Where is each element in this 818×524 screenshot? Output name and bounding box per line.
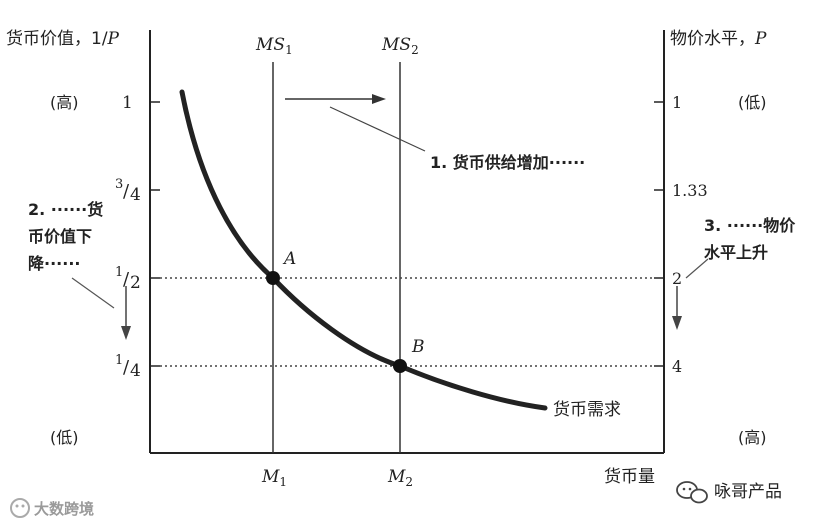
right-tick-label-2: 2 bbox=[672, 269, 682, 288]
left-tick-label-3-4-slash: / bbox=[123, 181, 130, 202]
annotation-2-leader bbox=[71, 277, 115, 309]
point-b-label: B bbox=[411, 337, 425, 357]
left-low-label: (低) bbox=[50, 428, 79, 447]
ms2-label: MS2 bbox=[381, 35, 419, 57]
watermark-logo-icon bbox=[10, 498, 30, 518]
left-axis-title: 货币价值，1/P bbox=[6, 29, 120, 49]
left-tick-label-1-2-den: 2 bbox=[130, 273, 141, 293]
left-tick-label-1-2-slash: / bbox=[123, 269, 130, 290]
right-tick-label-1: 1 bbox=[672, 93, 682, 112]
left-high-label: (高) bbox=[50, 93, 79, 112]
right-axis-title: 物价水平，P bbox=[670, 29, 767, 49]
right-low-label: (低) bbox=[738, 93, 767, 112]
money-demand-curve bbox=[179, 89, 548, 411]
left-tick-label-3-4-num: 3 bbox=[115, 177, 123, 192]
right-high-label: (高) bbox=[738, 428, 767, 447]
supply-shift-arrowhead bbox=[372, 94, 386, 104]
annotation-1-text: 1. 货币供给增加······ bbox=[430, 153, 585, 172]
annotation-3-leader bbox=[685, 258, 709, 279]
price-up-arrowhead bbox=[672, 316, 682, 330]
annotation-1-leader bbox=[329, 106, 426, 152]
left-tick-label-3-4-den: 4 bbox=[130, 185, 141, 205]
annotation-3-line1: 3. ······物价 bbox=[704, 216, 796, 235]
m2-label: M2 bbox=[387, 467, 413, 489]
annotation-2-line3: 降······ bbox=[28, 254, 80, 273]
m1-label: M1 bbox=[261, 467, 287, 489]
annotation-2-line2: 币价值下 bbox=[28, 227, 92, 246]
demand-curve-label: 货币需求 bbox=[553, 400, 621, 420]
right-tick-label-1-33: 1.33 bbox=[672, 181, 708, 200]
point-a-dot bbox=[266, 271, 280, 285]
ms1-label: MS1 bbox=[255, 35, 293, 57]
point-a-label: A bbox=[282, 249, 296, 269]
left-tick-label-1-4-slash: / bbox=[123, 357, 130, 378]
left-watermark-text: 大数跨境 bbox=[34, 500, 94, 518]
annotation-3-line2: 水平上升 bbox=[704, 243, 768, 262]
left-tick-label-1-4-den: 4 bbox=[130, 361, 141, 381]
value-down-arrowhead bbox=[121, 326, 131, 340]
point-b-dot bbox=[393, 359, 407, 373]
left-tick-label-1: 1 bbox=[122, 93, 133, 113]
left-tick-label-1-4-num: 1 bbox=[115, 353, 123, 368]
right-watermark: 咏哥产品 bbox=[676, 481, 782, 504]
right-tick-label-4: 4 bbox=[672, 357, 682, 376]
x-axis-label: 货币量 bbox=[604, 467, 655, 487]
wechat-icon bbox=[676, 481, 708, 504]
left-watermark: 大数跨境 bbox=[10, 498, 94, 518]
right-watermark-text: 咏哥产品 bbox=[714, 482, 782, 502]
annotation-2-line1: 2. ······货 bbox=[28, 200, 103, 219]
left-tick-label-1-2-num: 1 bbox=[115, 265, 123, 280]
